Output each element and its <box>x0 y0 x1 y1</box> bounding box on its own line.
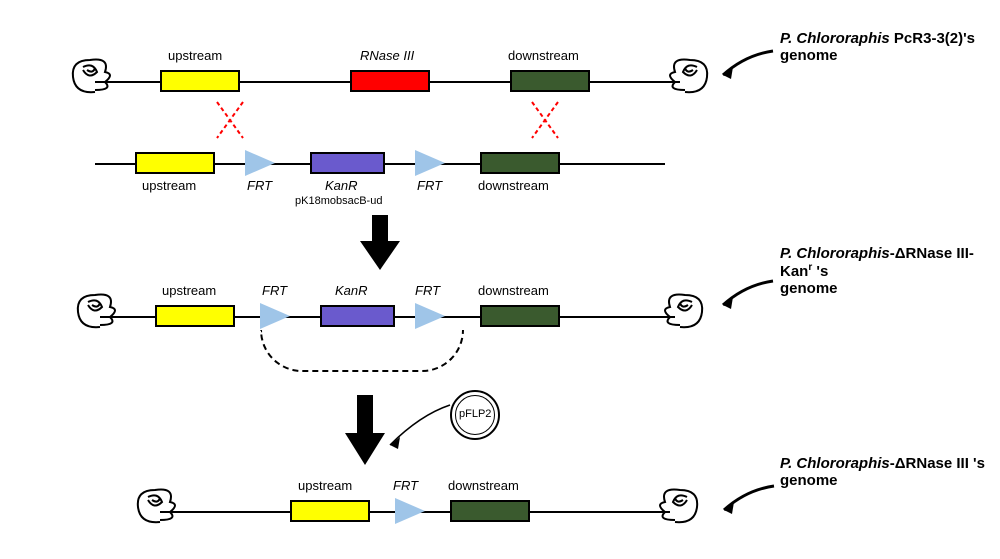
upstream-label: upstream <box>142 178 196 193</box>
downstream-box <box>480 152 560 174</box>
title-text: -ΔRNase III 's <box>890 455 985 472</box>
pointer-arrow-icon <box>716 480 776 520</box>
genome-squiggle-icon <box>655 287 710 332</box>
title-2: P. Chlororaphis-ΔRNase III-Kanr 's genom… <box>780 245 1000 297</box>
process-arrow-icon <box>345 395 385 465</box>
kanr-label: KanR <box>325 178 358 193</box>
downstream-box <box>480 305 560 327</box>
downstream-box <box>450 500 530 522</box>
frt-label: FRT <box>393 478 418 493</box>
title-text: genome <box>780 472 838 489</box>
frt-triangle <box>260 303 290 329</box>
recombination-cross-icon <box>530 100 560 140</box>
frt-label: FRT <box>262 283 287 298</box>
rnase-box <box>350 70 430 92</box>
genome-squiggle-icon <box>130 482 185 527</box>
genome-squiggle-icon <box>65 52 120 97</box>
frt-triangle <box>395 498 425 524</box>
title-text: P. Chlororaphis <box>780 245 890 262</box>
title-text: 's <box>812 263 828 280</box>
downstream-label: downstream <box>478 178 549 193</box>
kanr-box <box>310 152 385 174</box>
downstream-label: downstream <box>508 48 579 63</box>
upstream-label: upstream <box>162 283 216 298</box>
upstream-box <box>290 500 370 522</box>
kanr-label: KanR <box>335 283 368 298</box>
plasmid-arrow-icon <box>380 400 455 455</box>
kanr-box <box>320 305 395 327</box>
process-arrow-icon <box>360 215 400 270</box>
upstream-label: upstream <box>168 48 222 63</box>
upstream-label: upstream <box>298 478 352 493</box>
title-text: P. Chlororaphis <box>780 30 890 47</box>
title-text: genome <box>780 280 838 297</box>
title-1: P. Chlororaphis PcR3-3(2)'s genome <box>780 30 975 64</box>
downstream-box <box>510 70 590 92</box>
recombination-cross-icon <box>215 100 245 140</box>
title-text: genome <box>780 47 838 64</box>
plasmid-flp-label: pFLP2 <box>459 408 491 420</box>
upstream-box <box>160 70 240 92</box>
frt-triangle <box>415 150 445 176</box>
diagram-canvas: upstream RNase III downstream P. Chloror… <box>0 0 1000 559</box>
frt-label: FRT <box>417 178 442 193</box>
downstream-label: downstream <box>478 283 549 298</box>
genome-squiggle-icon <box>660 52 715 97</box>
title-text: P. Chlororaphis <box>780 455 890 472</box>
pointer-arrow-icon <box>715 45 775 85</box>
pointer-arrow-icon <box>715 275 775 315</box>
excision-arc <box>260 330 464 372</box>
frt-label: FRT <box>415 283 440 298</box>
upstream-box <box>155 305 235 327</box>
title-text: PcR3-3(2)'s <box>894 30 975 47</box>
frt-label: FRT <box>247 178 272 193</box>
genome-squiggle-icon <box>70 287 125 332</box>
upstream-box <box>135 152 215 174</box>
frt-triangle <box>245 150 275 176</box>
plasmid-donor-label: pK18mobsacB-ud <box>295 195 382 207</box>
rnase-label: RNase III <box>360 48 414 63</box>
frt-triangle <box>415 303 445 329</box>
downstream-label: downstream <box>448 478 519 493</box>
genome-squiggle-icon <box>650 482 705 527</box>
title-3: P. Chlororaphis-ΔRNase III 's genome <box>780 455 985 489</box>
